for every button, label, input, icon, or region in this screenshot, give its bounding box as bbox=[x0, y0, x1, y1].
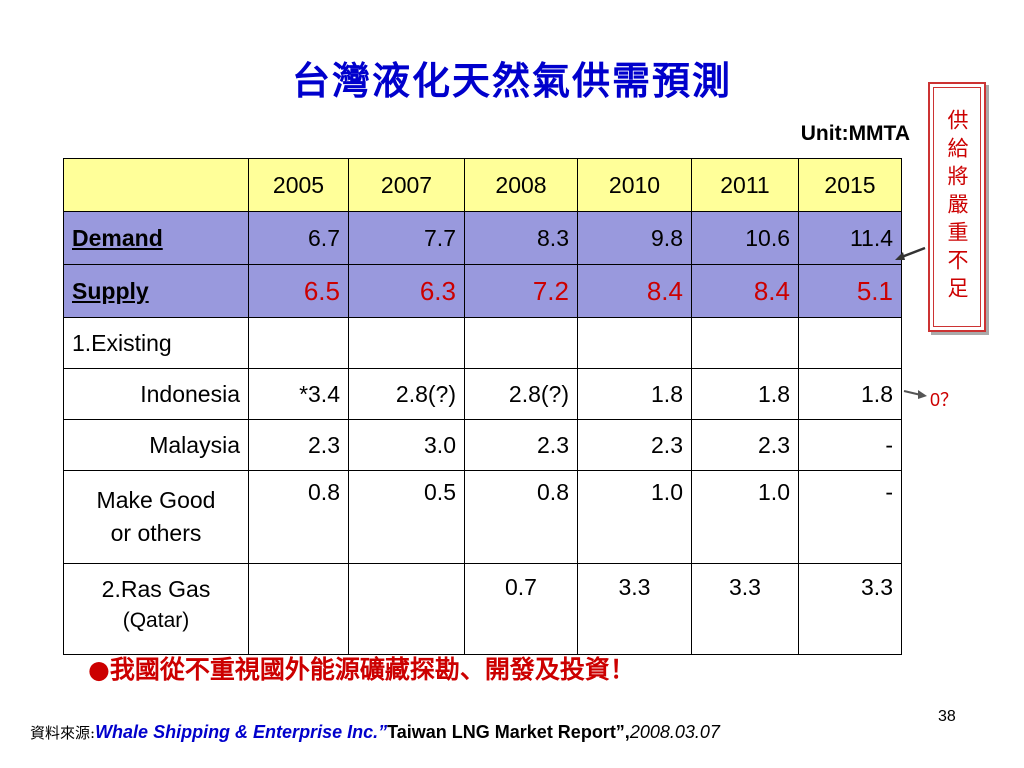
year-header: 2015 bbox=[798, 158, 902, 212]
source-date: 2008.03.07 bbox=[629, 722, 720, 742]
header-corner-cell bbox=[63, 158, 249, 212]
indonesia-value: *3.4 bbox=[248, 368, 349, 420]
rasgas-label-line1: 2.Ras Gas bbox=[101, 576, 211, 602]
year-header: 2005 bbox=[248, 158, 349, 212]
source-report: Taiwan LNG Market Report”, bbox=[387, 722, 630, 742]
year-header: 2011 bbox=[691, 158, 799, 212]
makegood-value: 1.0 bbox=[577, 470, 692, 564]
supply-value: 6.3 bbox=[348, 264, 465, 318]
indonesia-zero-note: 0？ bbox=[930, 386, 958, 412]
rasgas-value: 0.7 bbox=[464, 563, 578, 655]
callout-inner-border bbox=[933, 87, 981, 327]
supply-value: 8.4 bbox=[577, 264, 692, 318]
indonesia-value: 1.8 bbox=[577, 368, 692, 420]
makegood-value: - bbox=[798, 470, 902, 564]
question-mark: ？ bbox=[940, 390, 959, 411]
supply-value: 8.4 bbox=[691, 264, 799, 318]
makegood-value: 0.5 bbox=[348, 470, 465, 564]
makegood-value: 0.8 bbox=[248, 470, 349, 564]
demand-row: Demand 6.7 7.7 8.3 9.8 10.6 11.4 bbox=[63, 211, 902, 265]
arrow-right-icon bbox=[903, 390, 927, 399]
makegood-label-line1: Make Good bbox=[96, 487, 216, 513]
empty-cell bbox=[691, 317, 799, 369]
demand-value: 9.8 bbox=[577, 211, 692, 265]
lng-forecast-table: 2005 2007 2008 2010 2011 2015 Demand 6.7… bbox=[63, 158, 902, 655]
demand-value: 7.7 bbox=[348, 211, 465, 265]
arrow-left-icon bbox=[895, 246, 926, 260]
source-label: 資料來源: bbox=[30, 724, 96, 742]
makegood-label-line2: or others bbox=[110, 520, 202, 546]
malaysia-value: 2.3 bbox=[248, 419, 349, 471]
unit-label: Unit:MMTA bbox=[800, 122, 910, 145]
malaysia-value: 3.0 bbox=[348, 419, 465, 471]
shortage-callout-text: 供給將嚴重不足 bbox=[945, 109, 969, 305]
bullet-note: ●我國從不重視國外能源礦藏探勘、開發及投資！ bbox=[88, 655, 635, 684]
empty-cell bbox=[577, 317, 692, 369]
existing-row: 1.Existing bbox=[63, 317, 902, 369]
indonesia-value: 2.8(?) bbox=[464, 368, 578, 420]
malaysia-value: - bbox=[798, 419, 902, 471]
empty-cell bbox=[464, 317, 578, 369]
demand-value: 6.7 bbox=[248, 211, 349, 265]
demand-value: 8.3 bbox=[464, 211, 578, 265]
rasgas-value: 3.3 bbox=[577, 563, 692, 655]
page-number: 38 bbox=[938, 708, 956, 725]
supply-value: 6.5 bbox=[248, 264, 349, 318]
header-row: 2005 2007 2008 2010 2011 2015 bbox=[63, 158, 902, 212]
rasgas-value bbox=[348, 563, 465, 655]
year-header: 2008 bbox=[464, 158, 578, 212]
malaysia-value: 2.3 bbox=[577, 419, 692, 471]
indonesia-row: Indonesia *3.4 2.8(?) 2.8(?) 1.8 1.8 1.8 bbox=[63, 368, 902, 420]
rasgas-row: 2.Ras Gas (Qatar) 0.7 3.3 3.3 3.3 bbox=[63, 563, 902, 655]
year-header: 2007 bbox=[348, 158, 465, 212]
indonesia-label: Indonesia bbox=[63, 368, 249, 420]
existing-label: 1.Existing bbox=[63, 317, 249, 369]
indonesia-value: 2.8(?) bbox=[348, 368, 465, 420]
rasgas-value: 3.3 bbox=[798, 563, 902, 655]
zero-value: 0 bbox=[930, 390, 941, 410]
source-company: Whale Shipping & Enterprise Inc.” bbox=[95, 722, 388, 742]
makegood-label: Make Good or others bbox=[63, 470, 249, 564]
supply-label: Supply bbox=[63, 264, 249, 318]
source-citation: 資料來源:Whale Shipping & Enterprise Inc.”Ta… bbox=[30, 722, 720, 743]
shortage-callout-box: 供給將嚴重不足 bbox=[928, 82, 986, 332]
demand-value: 11.4 bbox=[798, 211, 902, 265]
rasgas-value bbox=[248, 563, 349, 655]
supply-value: 5.1 bbox=[798, 264, 902, 318]
empty-cell bbox=[798, 317, 902, 369]
malaysia-row: Malaysia 2.3 3.0 2.3 2.3 2.3 - bbox=[63, 419, 902, 471]
indonesia-value: 1.8 bbox=[798, 368, 902, 420]
year-header: 2010 bbox=[577, 158, 692, 212]
demand-value: 10.6 bbox=[691, 211, 799, 265]
makegood-value: 1.0 bbox=[691, 470, 799, 564]
makegood-value: 0.8 bbox=[464, 470, 578, 564]
demand-label: Demand bbox=[63, 211, 249, 265]
rasgas-label-line2: (Qatar) bbox=[122, 609, 190, 632]
rasgas-value: 3.3 bbox=[691, 563, 799, 655]
empty-cell bbox=[348, 317, 465, 369]
malaysia-label: Malaysia bbox=[63, 419, 249, 471]
supply-value: 7.2 bbox=[464, 264, 578, 318]
malaysia-value: 2.3 bbox=[691, 419, 799, 471]
slide-title: 台灣液化天然氣供需預測 bbox=[291, 58, 732, 103]
rasgas-label: 2.Ras Gas (Qatar) bbox=[63, 563, 249, 655]
empty-cell bbox=[248, 317, 349, 369]
supply-row: Supply 6.5 6.3 7.2 8.4 8.4 5.1 bbox=[63, 264, 902, 318]
indonesia-value: 1.8 bbox=[691, 368, 799, 420]
makegood-row: Make Good or others 0.8 0.5 0.8 1.0 1.0 … bbox=[63, 470, 902, 564]
malaysia-value: 2.3 bbox=[464, 419, 578, 471]
